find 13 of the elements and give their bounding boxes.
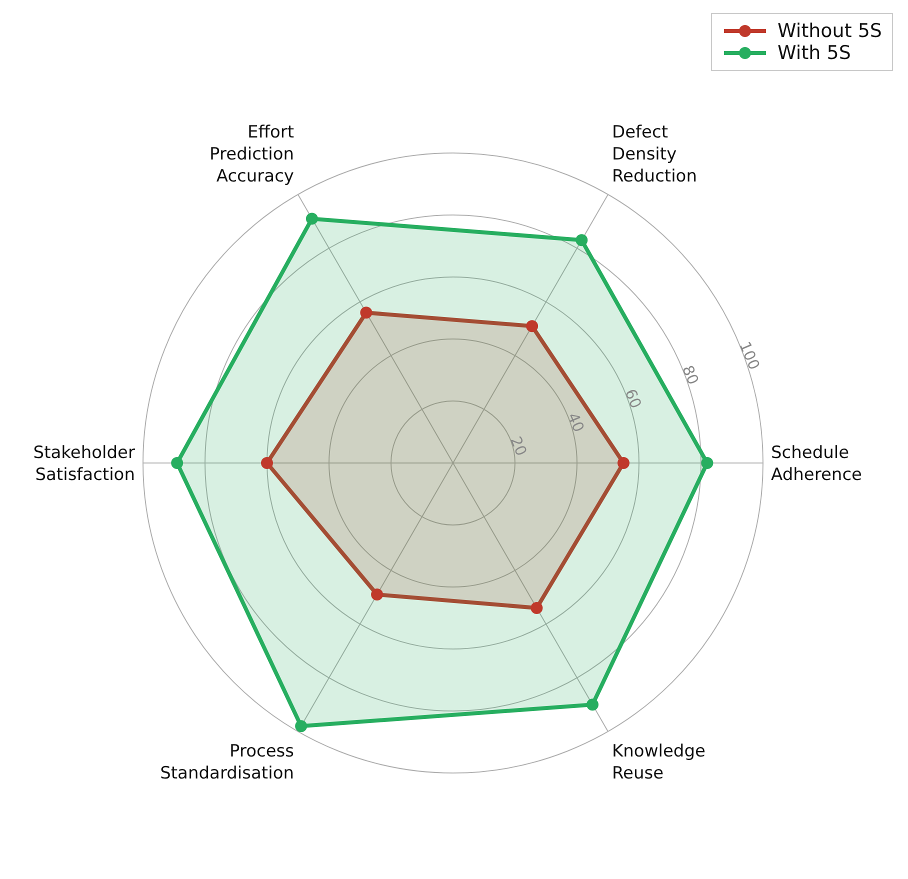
y-tick-label: 20	[506, 434, 531, 458]
y-tick-label: 100	[736, 339, 764, 372]
spoke-label: Effort Prediction Accuracy	[210, 122, 294, 187]
y-tick-label: 60	[621, 386, 646, 411]
spoke-label: Defect Density Reduction	[612, 122, 697, 187]
spoke-label: Stakeholder Satisfaction	[33, 443, 135, 485]
legend-label: With 5S	[778, 42, 851, 64]
y-tick-label: 80	[678, 362, 702, 388]
spoke-label: Schedule Adherence	[771, 443, 862, 485]
y-tick-label: 40	[564, 410, 588, 435]
legend-label: Without 5S	[778, 20, 882, 42]
spoke-label: Process Standardisation	[160, 741, 294, 784]
spoke-label: Knowledge Reuse	[612, 741, 706, 784]
